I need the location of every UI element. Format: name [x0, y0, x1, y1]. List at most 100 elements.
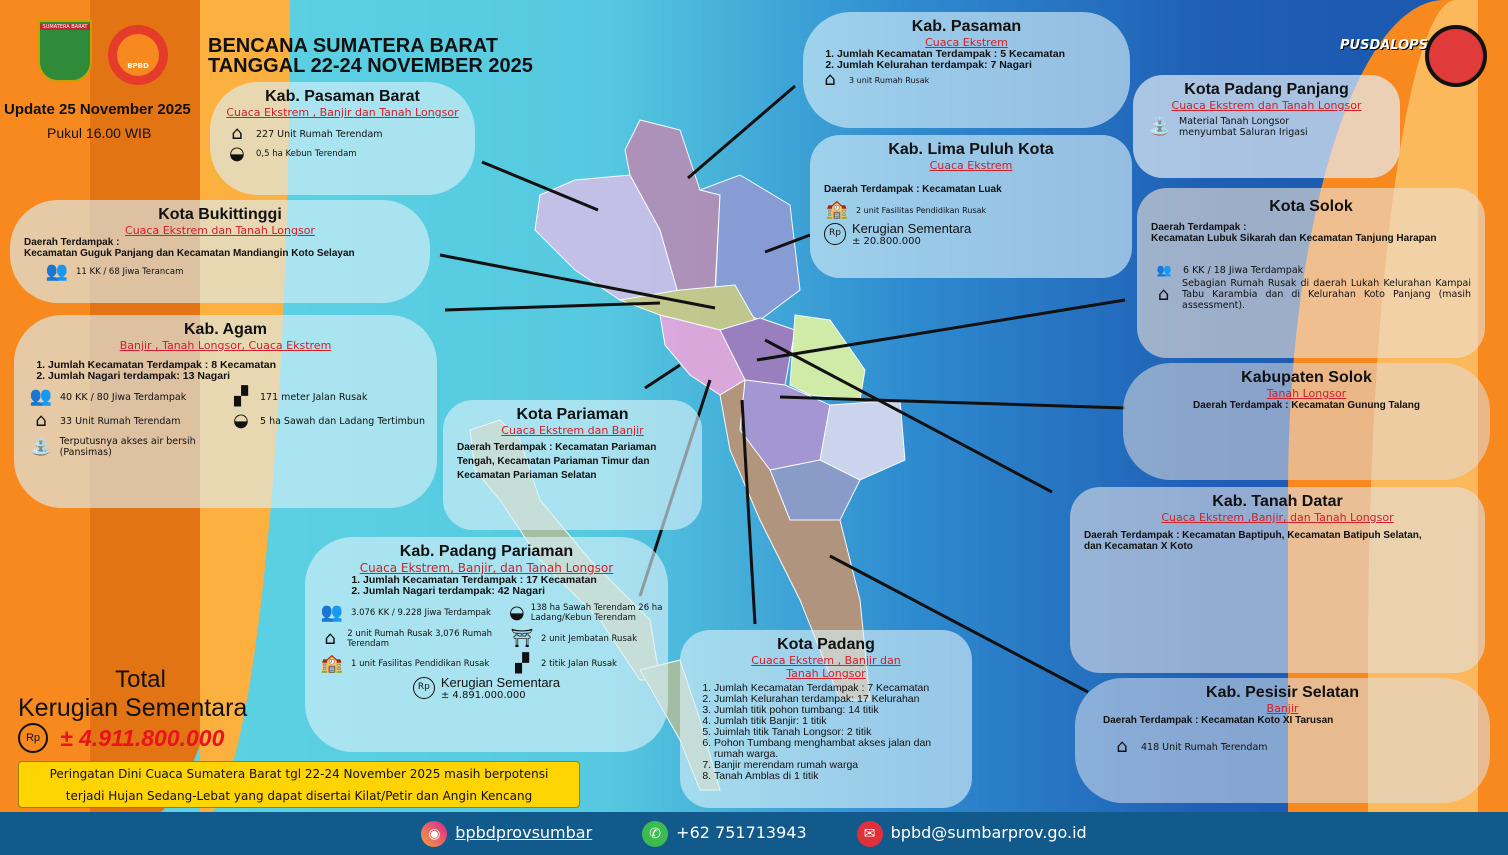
- affected-area: Daerah Terdampak : Kecamatan Luak: [824, 184, 1002, 195]
- list-item: Jumlah Kecamatan Terdampak : 5 Kecamatan: [837, 48, 1116, 60]
- title-line-2: TANGGAL 22-24 NOVEMBER 2025: [208, 55, 533, 77]
- phone-link[interactable]: ✆ +62 751713943: [642, 820, 807, 847]
- list-item: Jumlah Kelurahan terdampak: 7 Nagari: [837, 59, 1116, 71]
- arrow: [829, 554, 1089, 694]
- list-item: Jumlah titik Banjir: 1 titik: [714, 716, 958, 727]
- whatsapp-icon: ✆: [642, 820, 669, 847]
- people-icon: 👥: [320, 602, 344, 624]
- stat: 3 unit Rumah Rusak: [849, 75, 930, 85]
- stat: 33 Unit Rumah Terendam: [60, 415, 181, 427]
- early-warning-banner: Peringatan Dini Cuaca Sumatera Barat tgl…: [18, 761, 580, 808]
- pusdalops-emblem: [1425, 25, 1487, 87]
- list-item: Pohon Tumbang menghambat akses jalan dan…: [714, 738, 958, 760]
- card-tanah-datar: Kab. Tanah Datar Cuaca Ekstrem ,Banjir, …: [1070, 487, 1485, 673]
- total-value: ± 4.911.800.000: [60, 724, 225, 751]
- card-agam: Kab. Agam Banjir , Tanah Longsor, Cuaca …: [14, 315, 437, 508]
- stat: 2 unit Rumah Rusak 3,076 Rumah Terendam: [347, 629, 492, 650]
- warning-line-1: Peringatan Dini Cuaca Sumatera Barat tgl…: [49, 767, 549, 781]
- update-date: Update 25 November 2025: [4, 101, 191, 118]
- email-link[interactable]: ✉ bpbd@sumbarprov.go.id: [856, 820, 1087, 847]
- road-icon: ▞: [234, 386, 248, 408]
- stat: Sebagian Rumah Rusak di daerah Lukah Kel…: [1182, 278, 1471, 311]
- card-title: Kab. Padang Pariaman: [399, 543, 574, 560]
- affected-area-label: Daerah Terdampak :: [24, 237, 120, 248]
- card-pesisir-selatan: Kab. Pesisir Selatan Banjir Daerah Terda…: [1075, 678, 1490, 803]
- affected-area: Daerah Terdampak : Kecamatan Koto XI Tar…: [1103, 715, 1334, 726]
- padang-list: Jumlah Kecamatan Terdampak : 7 Kecamatan…: [694, 682, 958, 782]
- region-pesisir-selatan: [719, 379, 871, 701]
- card-padang-panjang: Kota Padang Panjang Cuaca Ekstrem dan Ta…: [1133, 75, 1400, 178]
- total-label: Total: [115, 666, 166, 693]
- water-tap-icon: ⛲: [29, 436, 53, 458]
- stat: 2 titik Jalan Rusak: [541, 659, 617, 670]
- logo-bpbd: BPBD: [108, 25, 168, 85]
- stat: 418 Unit Rumah Terendam: [1141, 741, 1268, 753]
- page-title: BENCANA SUMATERA BARAT TANGGAL 22-24 NOV…: [208, 36, 533, 76]
- arrow: [444, 301, 661, 312]
- card-subtitle: Cuaca Ekstrem dan Tanah Longsor: [125, 224, 315, 237]
- card-subtitle: Cuaca Ekstrem ,Banjir, dan Tanah Longsor: [1161, 511, 1394, 524]
- stat: 40 KK / 80 Jiwa Terdampak: [60, 391, 187, 403]
- email-icon: ✉: [856, 820, 883, 847]
- card-subtitle: Cuaca Ekstrem dan Banjir: [501, 424, 644, 437]
- card-subtitle: Cuaca Ekstrem dan Tanah Longsor: [1171, 99, 1362, 112]
- card-title: Kota Pariaman: [516, 406, 629, 423]
- instagram-link[interactable]: ◉ bpbdprovsumbar: [421, 820, 593, 847]
- card-pasaman-barat: Kab. Pasaman Barat Cuaca Ekstrem , Banji…: [210, 82, 475, 195]
- stat: 171 meter Jalan Rusak: [260, 391, 368, 403]
- arrow: [644, 363, 681, 390]
- region-lima-puluh-kota: [698, 174, 801, 321]
- card-title: Kab. Lima Puluh Kota: [888, 141, 1054, 158]
- footer: ◉ bpbdprovsumbar ✆ +62 751713943 ✉ bpbd@sum…: [0, 812, 1508, 855]
- instagram-icon: ◉: [421, 820, 448, 847]
- list-item: Banjir merendam rumah warga: [714, 760, 958, 771]
- people-icon: 👥: [45, 261, 69, 282]
- rupiah-icon: Rp: [18, 723, 48, 753]
- card-title: Kota Solok: [1269, 198, 1353, 215]
- loss-value: ± 4.891.000.000: [440, 690, 526, 702]
- rupiah-icon: Rp: [412, 677, 435, 700]
- list-item: Jumlah Kecamatan Terdampak : 8 Kecamatan: [48, 359, 423, 371]
- broken-house-icon: ⌂: [1157, 283, 1170, 305]
- card-subtitle: Cuaca Ekstrem: [929, 159, 1013, 172]
- stat: 5 ha Sawah dan Ladang Tertimbun: [260, 415, 425, 427]
- stat: 11 KK / 68 Jiwa Terancam: [76, 267, 184, 277]
- card-kota-solok: Kota Solok Daerah Terdampak : Kecamatan …: [1137, 188, 1485, 358]
- list-item: Tanah Amblas di 1 titik: [714, 771, 958, 782]
- loss-value: ± 20.800.000: [852, 236, 921, 247]
- card-title: Kab. Agam: [184, 321, 267, 338]
- phone-number: +62 751713943: [676, 822, 807, 842]
- card-subtitle: Cuaca Ekstrem: [925, 36, 1008, 49]
- list-item: Jumlah titik pohon tumbang: 14 titik: [714, 705, 958, 716]
- stat: 1 unit Fasilitas Pendidikan Rusak: [351, 659, 490, 670]
- arrow: [779, 395, 1126, 410]
- email-address: bpbd@sumbarprov.go.id: [890, 822, 1087, 842]
- card-title: Kota Padang Panjang: [1184, 81, 1349, 98]
- house-icon: ⌂: [231, 123, 243, 144]
- instagram-handle: bpbdprovsumbar: [455, 822, 593, 842]
- broken-house-icon: ⌂: [824, 69, 836, 91]
- warning-line-2: terjadi Hujan Sedang-Lebat yang dapat di…: [65, 789, 533, 803]
- card-title: Kab. Tanah Datar: [1212, 493, 1343, 510]
- water-tap-icon: ⛲: [1148, 116, 1172, 137]
- arrow: [740, 399, 757, 625]
- loss-label: Kerugian Sementara: [440, 675, 561, 691]
- stat: 0,5 ha Kebun Terendam: [256, 149, 357, 159]
- loss-label: Kerugian Sementara: [852, 221, 972, 236]
- school-icon: 🏫: [320, 653, 344, 675]
- list-item: Jumlah Nagari terdampak: 13 Nagari: [48, 370, 423, 382]
- list-item: Jumlah Kelurahan terdampak: 17 Kelurahan: [714, 693, 958, 705]
- stat: Material Tanah Longsor menyumbat Saluran…: [1179, 116, 1308, 138]
- logo-sumbar: SUMATERA BARAT: [38, 20, 92, 82]
- stat: 2 unit Jembatan Rusak: [541, 634, 638, 645]
- list-item: Jumlah Kecamatan Terdampak : 7 Kecamatan: [714, 682, 958, 694]
- card-kab-solok: Kabupaten Solok Tanah Longsor Daerah Ter…: [1123, 363, 1490, 480]
- title-line-1: BENCANA SUMATERA BARAT: [208, 35, 498, 57]
- stat: 6 KK / 18 Jiwa Terdampak: [1183, 264, 1304, 276]
- arrow: [764, 233, 811, 254]
- broken-house-icon: ⌂: [35, 410, 47, 432]
- affected-area: Daerah Terdampak : Kecamatan Pariaman Te…: [457, 442, 657, 481]
- field-icon: ◒: [233, 410, 249, 432]
- card-subtitle: Cuaca Ekstrem , Banjir dan Tanah Longsor: [751, 654, 901, 680]
- total-label-2: Kerugian Sementara: [18, 694, 248, 722]
